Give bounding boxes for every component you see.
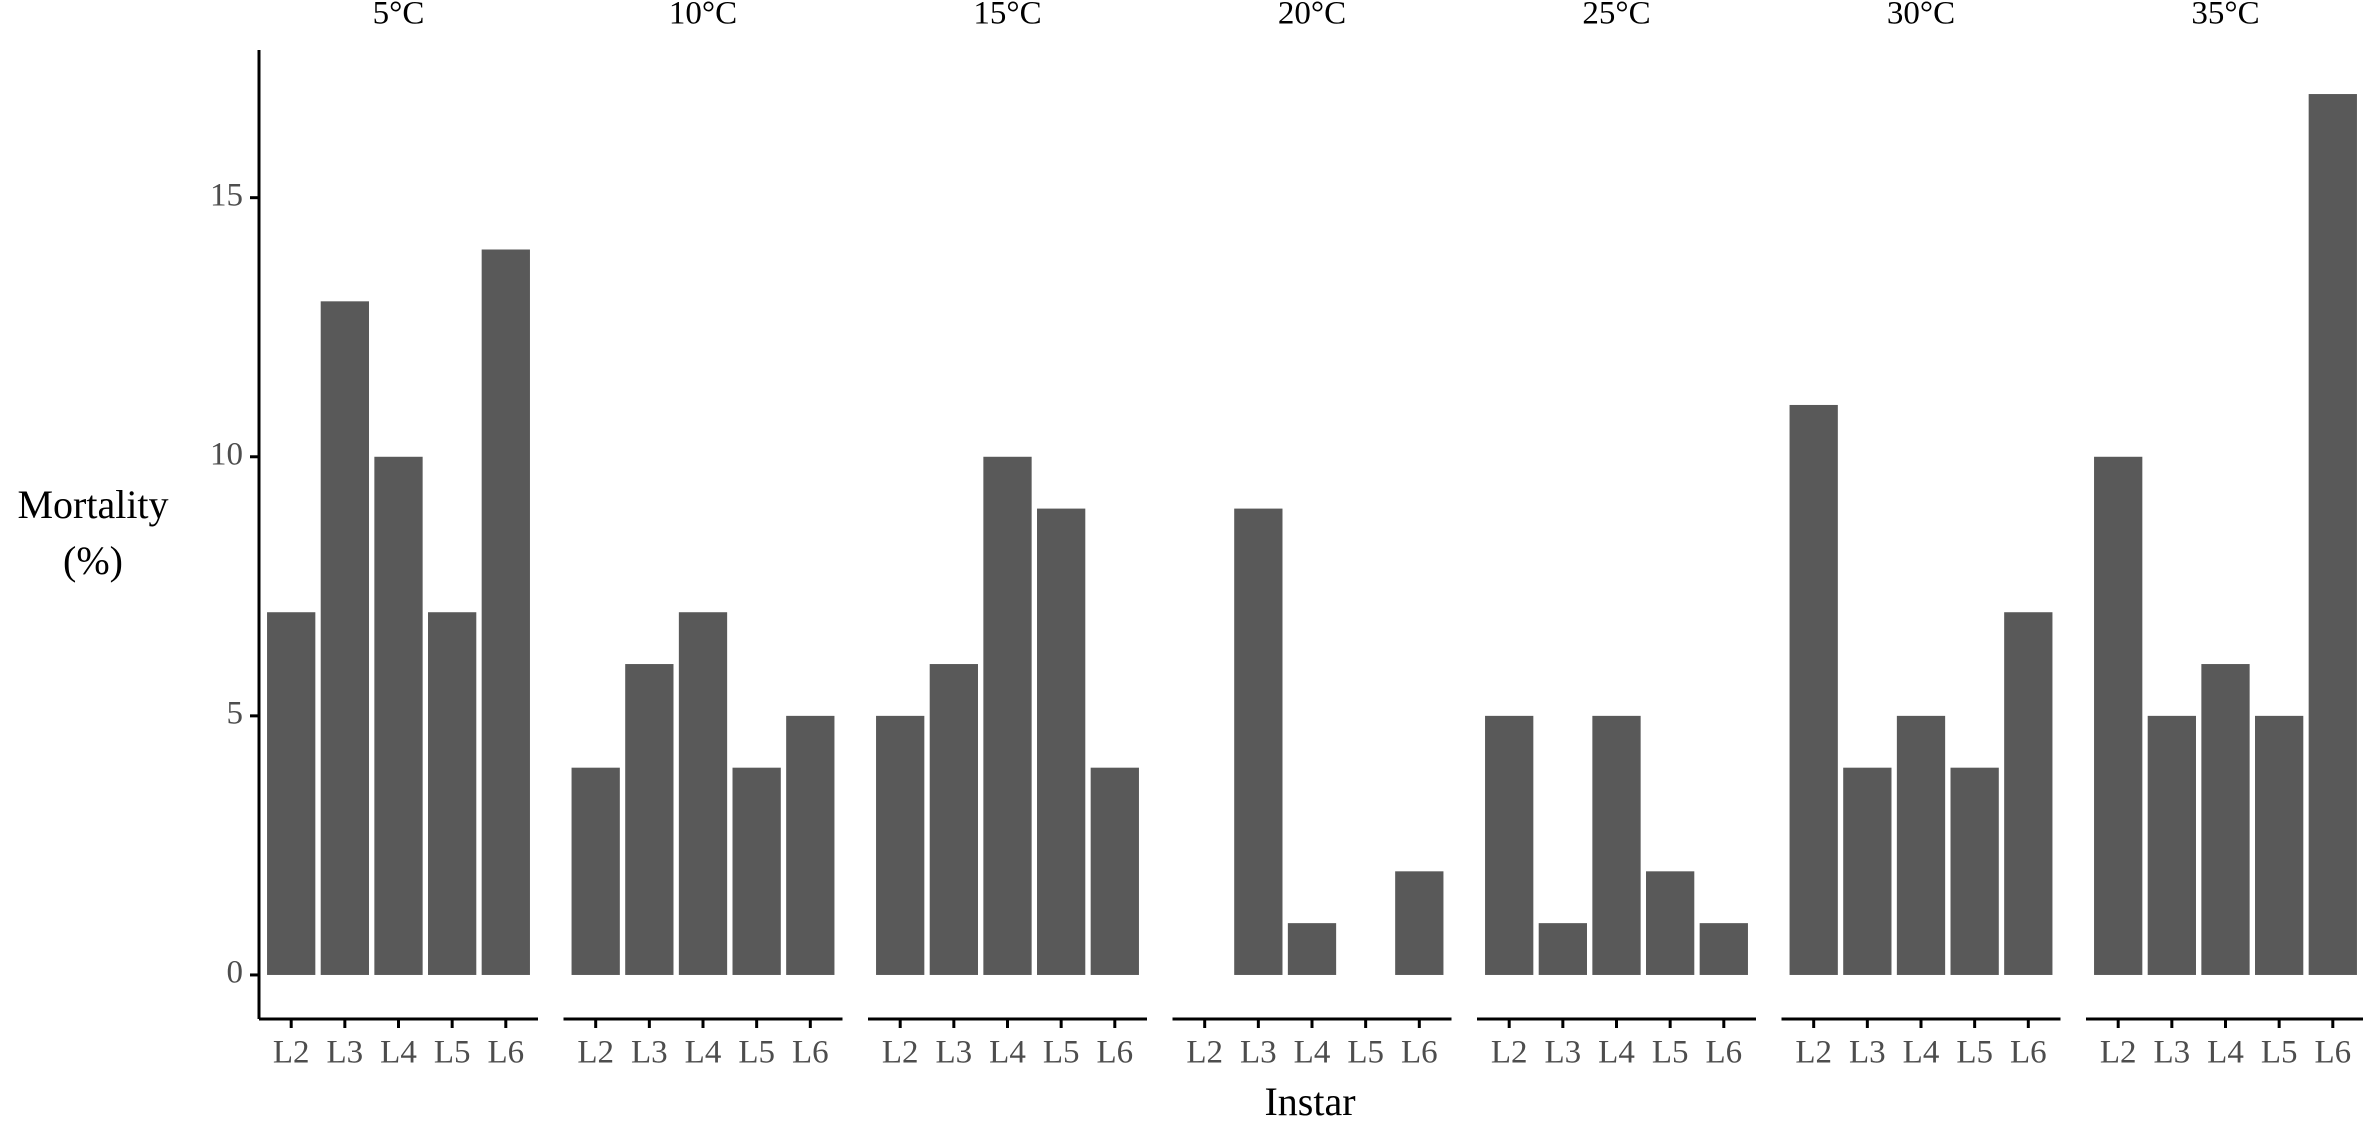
- x-tick-label: L2: [1795, 1035, 1832, 1071]
- x-tick-label: L6: [1096, 1035, 1133, 1071]
- y-tick-label: 0: [227, 955, 244, 991]
- bar: [1950, 767, 1999, 975]
- bar: [2004, 612, 2053, 975]
- x-tick-label: L3: [1849, 1035, 1886, 1071]
- x-tick-label: L4: [989, 1035, 1026, 1071]
- x-tick-label: L3: [1545, 1035, 1582, 1071]
- bar: [929, 664, 978, 975]
- x-tick-label: L6: [1401, 1035, 1438, 1071]
- x-tick-label: L2: [882, 1035, 919, 1071]
- x-tick-label: L4: [1294, 1035, 1331, 1071]
- panel-title: 20°C: [1278, 0, 1346, 32]
- x-tick-label: L2: [273, 1035, 310, 1071]
- panel-title: 15°C: [973, 0, 1041, 32]
- x-tick-label: L5: [1347, 1035, 1384, 1071]
- bar: [625, 664, 674, 975]
- bar: [983, 456, 1032, 975]
- bar: [1037, 508, 1086, 975]
- panel-title: 5°C: [373, 0, 425, 32]
- bar: [732, 767, 781, 975]
- x-tick-label: L6: [487, 1035, 524, 1071]
- x-tick-label: L3: [1240, 1035, 1277, 1071]
- bar: [2201, 664, 2250, 975]
- bar: [374, 456, 423, 975]
- bar: [1287, 923, 1337, 975]
- y-tick-label: 15: [210, 177, 243, 213]
- x-tick-label: L3: [2154, 1035, 2191, 1071]
- bar: [2147, 715, 2196, 975]
- bar: [678, 612, 728, 975]
- bar: [2094, 456, 2143, 975]
- bar: [876, 715, 925, 975]
- x-tick-label: L6: [1705, 1035, 1742, 1071]
- bar: [2255, 715, 2304, 975]
- panel-title: 35°C: [2191, 0, 2259, 32]
- bar: [1234, 508, 1283, 975]
- bar: [1592, 715, 1641, 975]
- x-tick-label: L6: [792, 1035, 829, 1071]
- bar: [1896, 715, 1946, 975]
- bar: [1395, 871, 1444, 975]
- x-tick-label: L4: [2207, 1035, 2244, 1071]
- y-axis-label: Mortality: [17, 482, 168, 527]
- x-tick-label: L5: [1652, 1035, 1689, 1071]
- x-axis-label: Instar: [1264, 1079, 1355, 1124]
- bar: [1538, 923, 1587, 975]
- bar: [1699, 923, 1748, 975]
- bar: [2308, 94, 2357, 975]
- x-tick-label: L3: [327, 1035, 364, 1071]
- x-tick-label: L4: [380, 1035, 417, 1071]
- panel-title: 25°C: [1582, 0, 1650, 32]
- bar: [320, 301, 369, 975]
- bar: [267, 612, 316, 975]
- x-tick-label: L3: [936, 1035, 973, 1071]
- y-tick-label: 10: [210, 436, 243, 472]
- panel-title: 10°C: [669, 0, 737, 32]
- bar: [1090, 767, 1139, 975]
- y-axis-label: (%): [63, 538, 123, 583]
- panel-title: 30°C: [1887, 0, 1955, 32]
- x-tick-label: L2: [1186, 1035, 1223, 1071]
- bar: [571, 767, 620, 975]
- x-tick-label: L6: [2314, 1035, 2351, 1071]
- bar: [1843, 767, 1892, 975]
- x-tick-label: L4: [1903, 1035, 1940, 1071]
- x-tick-label: L4: [685, 1035, 722, 1071]
- x-tick-label: L5: [1043, 1035, 1080, 1071]
- x-tick-label: L2: [2100, 1035, 2137, 1071]
- x-tick-label: L3: [631, 1035, 668, 1071]
- x-tick-label: L5: [1956, 1035, 1993, 1071]
- bar: [1789, 404, 1838, 975]
- y-tick-label: 5: [227, 695, 244, 731]
- x-tick-label: L4: [1598, 1035, 1635, 1071]
- bar: [1485, 715, 1534, 975]
- x-tick-label: L5: [2261, 1035, 2298, 1071]
- x-tick-label: L5: [434, 1035, 471, 1071]
- bar: [786, 715, 835, 975]
- x-tick-label: L2: [577, 1035, 614, 1071]
- x-tick-label: L2: [1491, 1035, 1528, 1071]
- bar: [1646, 871, 1695, 975]
- bar: [481, 249, 530, 975]
- x-tick-label: L5: [738, 1035, 775, 1071]
- bar: [428, 612, 477, 975]
- x-tick-label: L6: [2010, 1035, 2047, 1071]
